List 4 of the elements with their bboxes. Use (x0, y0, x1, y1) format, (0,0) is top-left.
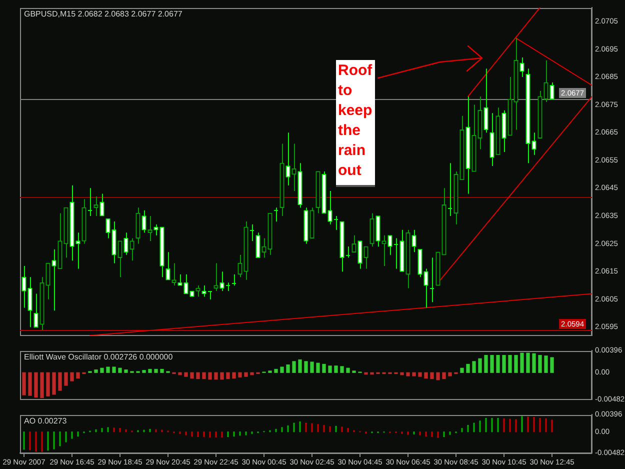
chart-title: AO 0.00273 (24, 416, 68, 426)
chart-title: Elliott Wave Oscillator 0.002726 0.000000 (24, 352, 174, 362)
chart-title: GBPUSD,M15 2.0682 2.0683 2.0677 2.0677 (24, 10, 183, 19)
annotation: Roof to keep the rain out (336, 60, 376, 187)
